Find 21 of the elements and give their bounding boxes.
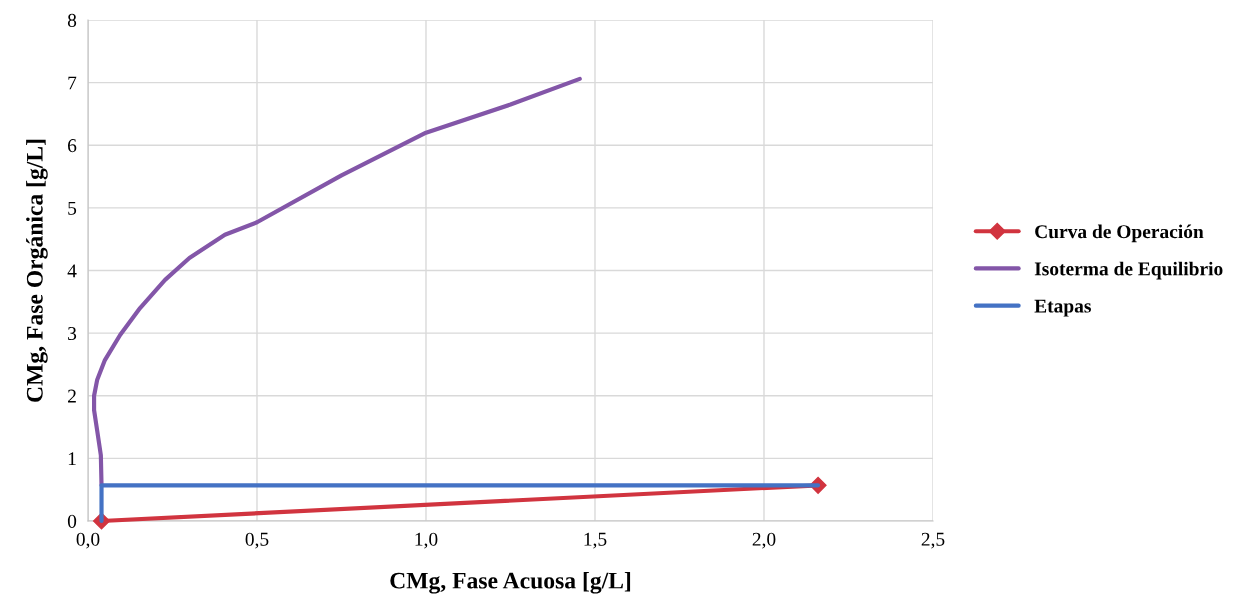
legend-label: Etapas [1034, 299, 1091, 317]
x-tick-label: 1,5 [584, 532, 607, 549]
y-axis-title: CMg, Fase Orgánica [g/L] [26, 139, 48, 402]
y-tick-label: 6 [68, 139, 77, 153]
legend-label: Isoterma de Equilibrio [1034, 261, 1223, 280]
y-tick-label: 2 [68, 389, 76, 403]
line-series [91, 76, 582, 488]
x-tick-label: 2,0 [752, 532, 776, 549]
legend-label: Curva de Operación [1035, 224, 1204, 243]
x-tick-label: 2,5 [921, 532, 945, 549]
x-tick-label: 0,5 [245, 532, 269, 549]
y-tick-label: 5 [68, 201, 77, 215]
y-tick-label: 7 [68, 76, 77, 90]
y-tick-label: 0 [67, 514, 77, 528]
y-tick-label: 4 [67, 264, 77, 278]
y-tick-label: 1 [68, 452, 76, 466]
x-axis-title: CMg, Fase Acuosa [g/L] [390, 571, 631, 594]
y-tick-label: 8 [67, 13, 77, 27]
x-tick-label: 0,0 [76, 532, 100, 549]
x-tick-label: 1,0 [415, 532, 438, 549]
y-tick-label: 3 [68, 327, 77, 341]
